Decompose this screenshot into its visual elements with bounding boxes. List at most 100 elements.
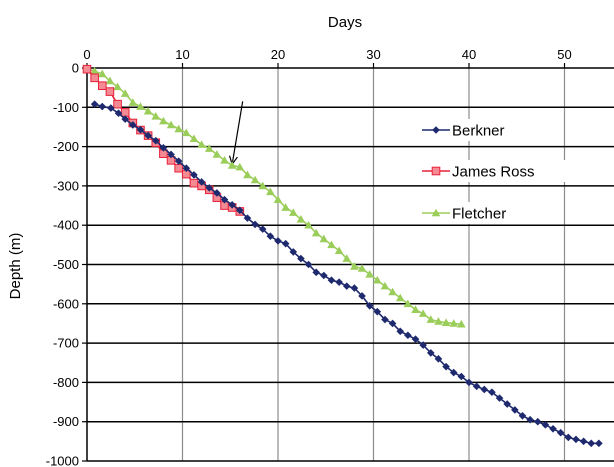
berkner-point [136,125,145,134]
berkner-point [579,437,588,446]
berkner-point [419,341,427,349]
berkner-point [251,220,259,229]
fletcher-point [159,116,168,125]
fletcher-point [105,76,115,85]
berkner-point [213,189,221,197]
berkner-point [205,184,214,192]
james-ross-point [174,163,183,173]
fletcher-point [151,112,161,120]
fletcher-point [212,150,222,158]
berkner-point [434,355,443,363]
fletcher-point [204,144,214,152]
x-axis-title: Days [328,14,362,31]
james-ross-point [105,87,115,96]
berkner-point [320,271,328,280]
fletcher-point [90,66,99,75]
x-tick-label: 0 [83,47,90,62]
berkner-point [526,415,534,424]
berkner-point [549,424,557,433]
fletcher-point [266,187,275,196]
fletcher-point [411,305,420,313]
legend-entry-berkner: Berkner [416,119,553,141]
berkner-point [174,157,183,165]
grid [87,68,614,462]
fletcher-point [182,128,191,137]
legend-entry-fletcher: Fletcher [416,202,561,224]
berkner-point [236,206,244,215]
legend-swatch-marker [431,208,441,217]
fletcher-point [235,162,245,171]
berkner-point [488,388,496,397]
y-tick-label: -500 [53,257,79,272]
berkner-point [358,292,366,300]
legend-label: James Ross [452,164,535,181]
legend-label: Berkner [452,123,505,140]
y-tick-label: 0 [72,61,79,76]
berkner-point [388,319,397,328]
fletcher-point [426,315,436,323]
berkner-point [572,435,580,444]
berkner-point [442,362,450,371]
james-ross-point [189,178,199,188]
fletcher-point [357,264,367,272]
berkner-point [342,282,351,290]
y-axis-title: Depth (m) [7,233,24,300]
fletcher-point [281,203,290,211]
berkner-point [258,225,267,233]
berkner-point [90,100,99,108]
berkner-point [304,260,313,269]
berkner-point [411,335,420,343]
berkner-point [533,417,542,426]
fletcher-point [311,228,321,237]
berkner-point [495,394,504,402]
y-tick-label: -900 [53,414,79,429]
fletcher-point [304,220,313,229]
berkner-point [281,239,290,248]
berkner-point [465,378,473,387]
annotation [228,101,244,166]
y-tick-label: -300 [53,178,79,193]
fletcher-point [197,140,206,148]
fletcher-point [373,275,382,284]
legend-label: Fletcher [452,206,506,223]
berkner-point [274,237,282,245]
berkner-point [350,284,359,292]
james-ross-point [97,81,107,90]
berkner-point [503,400,511,408]
berkner-point [129,121,137,129]
berkner-point [297,254,305,263]
berkner-point [312,268,320,277]
y-tick-label: -800 [53,375,79,390]
y-tick-label: -1000 [46,454,79,467]
fletcher-point [319,234,329,243]
fletcher-point [350,262,359,270]
y-tick-label: -100 [53,100,79,115]
fletcher-point [258,181,268,190]
james-ross-point [82,64,92,74]
berkner-point [518,412,527,420]
berkner-point [266,232,275,241]
x-tick-label: 50 [557,47,571,62]
legend: Berkner James Ross Fletcher [416,119,578,224]
berkner-point [243,214,252,222]
berkner-point [190,171,198,179]
fletcher-point [120,89,130,97]
x-tick-label: 30 [366,47,380,62]
berkner-point [151,136,160,145]
y-tick-label: -600 [53,296,79,311]
berkner-point [289,248,298,256]
fletcher-point [136,102,145,110]
y-tick-label: -200 [53,139,79,154]
berkner-point [182,164,191,173]
legend-bg [416,119,553,141]
berkner-point [220,195,229,204]
fletcher-point [97,69,107,78]
fletcher-point [395,293,405,302]
series [82,64,603,448]
legend-swatch-marker [432,126,440,134]
berkner-point [335,278,343,286]
fletcher-point [327,240,336,249]
fletcher-point [128,98,138,106]
fletcher-point [441,318,451,326]
james-ross-point [90,73,99,83]
